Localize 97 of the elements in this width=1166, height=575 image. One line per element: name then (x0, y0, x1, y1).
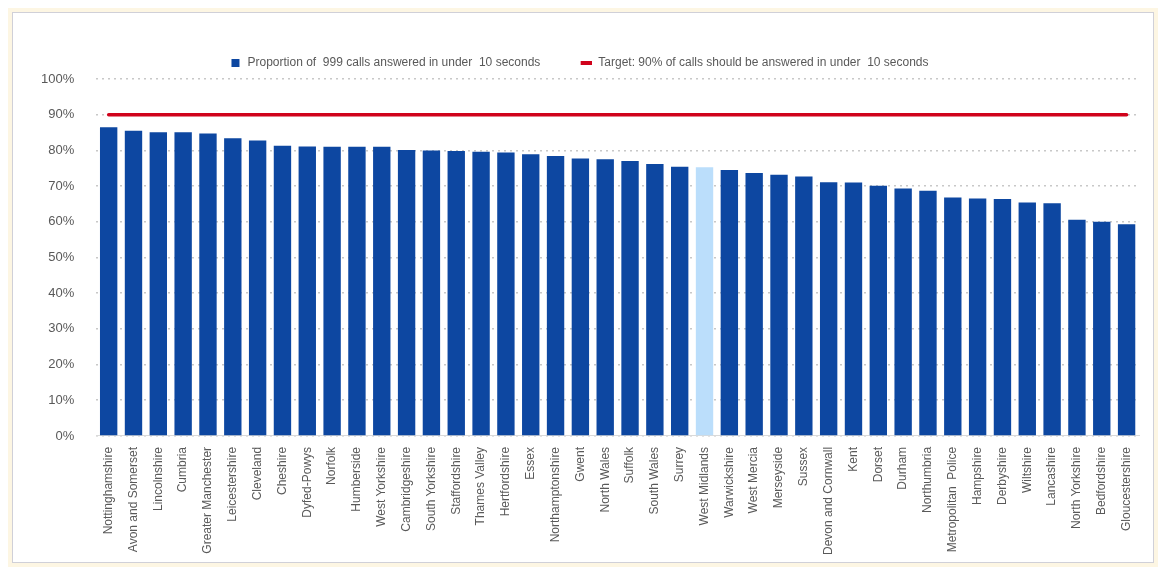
x-tick-label: Hertfordshire (498, 446, 513, 517)
x-tick-label: Thames Valley (473, 446, 488, 526)
bar (844, 182, 863, 436)
y-tick-label: 60% (48, 213, 75, 229)
x-tick-label: Nottinghamshire (100, 446, 115, 535)
x-tick-label: Cleveland (249, 446, 264, 501)
x-tick-label: West Yorkshire (374, 446, 389, 527)
bar (348, 146, 366, 436)
bar (273, 145, 292, 436)
y-tick-label: 70% (48, 177, 75, 193)
x-tick-label: Norfolk (324, 445, 339, 485)
x-tick-label: Suffolk (622, 445, 637, 484)
bar (869, 185, 887, 436)
bar (968, 198, 987, 436)
x-tick-label: Cheshire (274, 446, 289, 495)
x-tick-label: West Mercia (746, 446, 761, 514)
y-tick-label: 10% (48, 391, 75, 407)
bar (248, 140, 267, 436)
x-tick-label: Durham (895, 446, 910, 490)
x-tick-label: South Yorkshire (423, 446, 438, 531)
bar (522, 154, 540, 436)
bar (919, 190, 937, 436)
bar (124, 130, 143, 436)
x-tick-label: North Wales (597, 446, 612, 513)
bar (571, 158, 590, 436)
x-tick-label: Derbyshire (994, 446, 1009, 505)
x-tick-label: Humberside (349, 446, 364, 512)
y-tick-label: 40% (48, 284, 75, 300)
x-tick-label: Gwent (572, 446, 587, 482)
x-tick-label: Avon and Somerset (125, 446, 140, 553)
bar (695, 167, 714, 436)
bar (1068, 219, 1086, 436)
bar (373, 146, 391, 436)
bar (447, 151, 465, 436)
bar (99, 127, 118, 436)
x-tick-label: Dorset (870, 446, 885, 483)
y-tick-label: 30% (48, 320, 75, 336)
bar (944, 197, 962, 436)
legend-label: Target: 90% of calls should be answered in under 10 seconds (598, 55, 929, 70)
bar (770, 174, 788, 436)
x-tick-label: Surrey (672, 446, 687, 483)
bar (497, 152, 515, 436)
bar (472, 151, 490, 436)
bar (199, 133, 217, 436)
bar (422, 150, 441, 436)
x-tick-label: North Yorkshire (1069, 446, 1084, 529)
bar (745, 172, 763, 436)
x-tick-label: Gloucestershire (1118, 446, 1133, 531)
x-tick-label: Greater Manchester (200, 446, 215, 554)
x-tick-label: Lancashire (1044, 446, 1059, 506)
x-tick-label: South Wales (647, 446, 662, 515)
x-tick-label: Northumbria (920, 446, 935, 513)
bar (894, 188, 912, 436)
x-tick-label: Warwickshire (721, 446, 736, 518)
bar (174, 132, 192, 436)
bar (993, 198, 1012, 436)
x-tick-label: West Midlands (696, 446, 711, 526)
bar (1117, 224, 1136, 436)
x-tick-label: Staffordshire (448, 446, 463, 515)
x-tick-label: Leicestershire (225, 446, 240, 522)
bar (546, 156, 565, 436)
x-tick-label: Sussex (796, 446, 811, 487)
y-tick-label: 90% (48, 106, 75, 122)
x-tick-label: Devon and Cornwall (820, 446, 835, 555)
bar (1018, 202, 1036, 436)
bar (621, 161, 639, 436)
bar (298, 146, 316, 436)
legend-label: Proportion of 999 calls answered in under 10 seconds (247, 55, 541, 70)
x-tick-label: Metropolitan Police (945, 446, 960, 553)
x-tick-label: Lincolnshire (150, 446, 165, 511)
x-tick-label: Merseyside (771, 446, 786, 509)
x-tick-label: Essex (523, 446, 538, 480)
bar (1043, 203, 1061, 436)
y-tick-label: 0% (55, 427, 75, 443)
x-tick-label: Bedfordshire (1094, 446, 1109, 515)
bar (596, 159, 614, 436)
bar (224, 138, 242, 436)
y-tick-label: 100% (41, 70, 75, 86)
y-tick-label: 20% (48, 356, 75, 372)
bar (149, 132, 168, 436)
x-tick-label: Northamptonshire (547, 446, 562, 543)
x-tick-label: Dyfed-Powys (299, 446, 314, 518)
y-tick-label: 80% (48, 141, 75, 157)
bar (646, 163, 664, 436)
bar (671, 166, 689, 436)
bar (795, 176, 813, 436)
bar (323, 146, 341, 436)
bar (397, 150, 416, 436)
x-tick-label: Hampshire (969, 446, 984, 505)
bar (720, 170, 739, 436)
x-tick-label: Cambridgeshire (398, 446, 413, 532)
bar (819, 182, 838, 436)
x-tick-label: Kent (845, 446, 860, 472)
x-tick-label: Cumbria (175, 446, 190, 493)
bar (1093, 221, 1111, 436)
x-tick-label: Wiltshire (1019, 446, 1034, 493)
y-tick-label: 50% (48, 249, 75, 265)
